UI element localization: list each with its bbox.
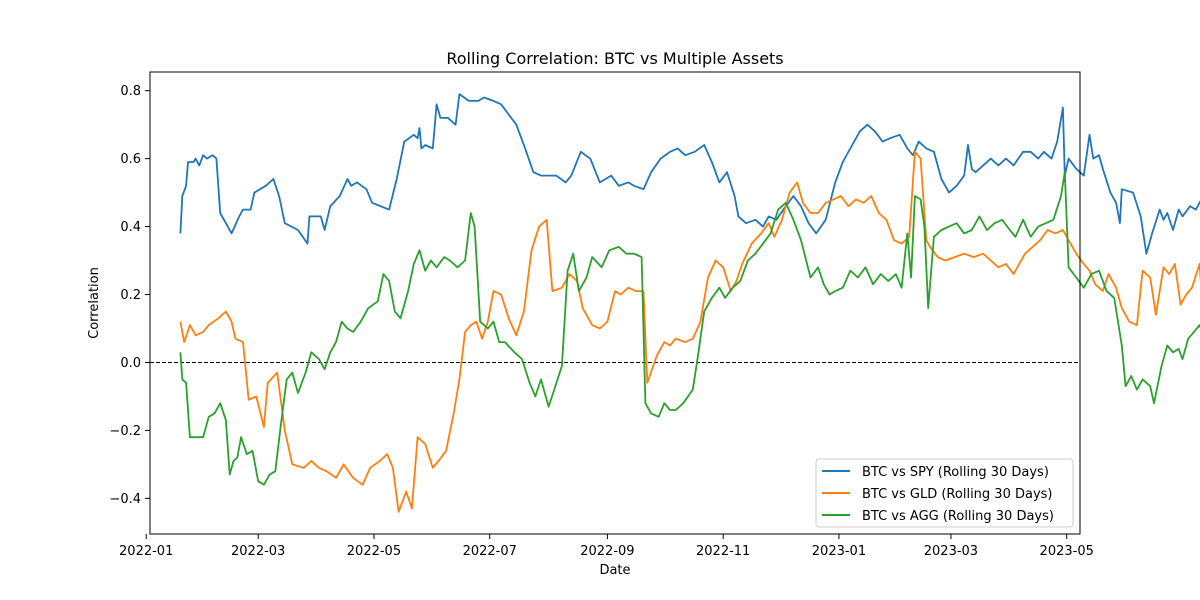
x-tick-label: 2022-09 xyxy=(580,544,634,559)
x-tick-label: 2022-01 xyxy=(119,544,173,559)
x-tick-label: 2023-03 xyxy=(924,544,978,559)
x-tick-label: 2022-03 xyxy=(231,544,285,559)
legend-label-agg: BTC vs AGG (Rolling 30 Days) xyxy=(862,509,1054,524)
y-tick-label: 0.2 xyxy=(120,288,141,303)
chart-title: Rolling Correlation: BTC vs Multiple Ass… xyxy=(446,49,783,68)
y-tick-label: −0.4 xyxy=(109,492,141,507)
series-line-1 xyxy=(179,150,1200,513)
y-tick-label: −0.2 xyxy=(109,424,141,439)
y-axis-ticks: −0.4 −0.2 0.0 0.2 0.4 0.6 0.8 xyxy=(109,84,150,507)
x-tick-label: 2022-07 xyxy=(463,544,517,559)
plot-frame-border xyxy=(149,71,1081,535)
x-tick-label: 2023-01 xyxy=(812,544,866,559)
x-axis-label: Date xyxy=(599,563,630,578)
legend-label-gld: BTC vs GLD (Rolling 30 Days) xyxy=(862,487,1053,502)
plot-area xyxy=(150,72,1080,534)
x-axis-ticks: 2022-01 2022-03 2022-05 2022-07 2022-09 2022-… xyxy=(119,534,1094,559)
series-line-2 xyxy=(179,171,1200,486)
y-axis-label: Correlation xyxy=(87,267,102,339)
legend: BTC vs SPY (Rolling 30 Days) BTC vs GLD … xyxy=(815,458,1074,528)
y-tick-label: 0.8 xyxy=(120,84,141,99)
y-tick-label: 0.6 xyxy=(120,152,141,167)
x-tick-label: 2023-05 xyxy=(1040,544,1094,559)
y-tick-label: 0.4 xyxy=(120,220,141,235)
series-line-0 xyxy=(179,93,1200,255)
legend-box xyxy=(815,458,1074,528)
series-lines xyxy=(179,93,1200,513)
y-tick-label: 0.0 xyxy=(120,356,141,371)
legend-label-spy: BTC vs SPY (Rolling 30 Days) xyxy=(862,465,1049,480)
x-tick-label: 2022-11 xyxy=(696,544,750,559)
x-tick-label: 2022-05 xyxy=(347,544,401,559)
